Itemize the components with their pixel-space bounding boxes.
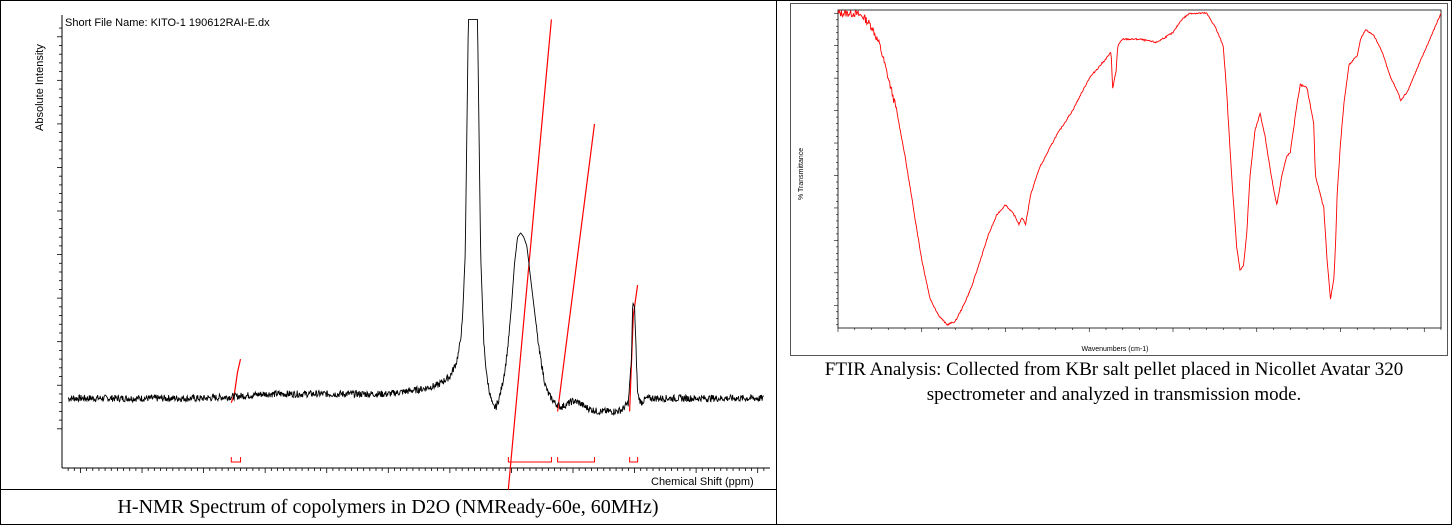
nmr-axes [57, 15, 770, 473]
ftir-axes [834, 9, 1442, 332]
nmr-chart: Short File Name: KITO-1 190612RAI-E.dx A… [34, 15, 770, 490]
nmr-integral-bracket [629, 457, 639, 463]
nmr-integral-bracket [507, 457, 552, 463]
nmr-title: Short File Name: KITO-1 190612RAI-E.dx [65, 17, 270, 29]
ftir-chart: % Transmittance Wavenumbers (cm-1) [790, 3, 1448, 356]
nmr-x-axis-label: Chemical Shift (ppm) [651, 476, 754, 488]
ftir-spectrum-line [837, 8, 1442, 327]
column-divider [776, 0, 777, 525]
ftir-caption: FTIR Analysis: Collected from KBr salt p… [824, 359, 1404, 405]
ftir-x-axis-label: Wavenumbers (cm-1) [1081, 346, 1148, 353]
nmr-integral-bracket [230, 457, 242, 463]
nmr-integral-curve [629, 285, 639, 412]
nmr-y-axis-label: Absolute Intensity [34, 44, 46, 131]
nmr-integral-bracket [557, 457, 596, 463]
ftir-plot-area [837, 8, 1442, 327]
nmr-integral-curve [557, 123, 596, 412]
nmr-caption: H-NMR Spectrum of copolymers in D2O (NMR… [117, 496, 659, 518]
row-divider [0, 489, 777, 490]
nmr-spectrum-line [67, 18, 764, 417]
nmr-plot-area [67, 18, 764, 417]
ftir-y-axis-label: % Transmittance [798, 148, 805, 200]
nmr-integral-curve [230, 358, 242, 403]
nmr-integral-group [230, 19, 639, 490]
ftir-frame [790, 3, 1448, 356]
nmr-integral-curve [507, 19, 552, 490]
